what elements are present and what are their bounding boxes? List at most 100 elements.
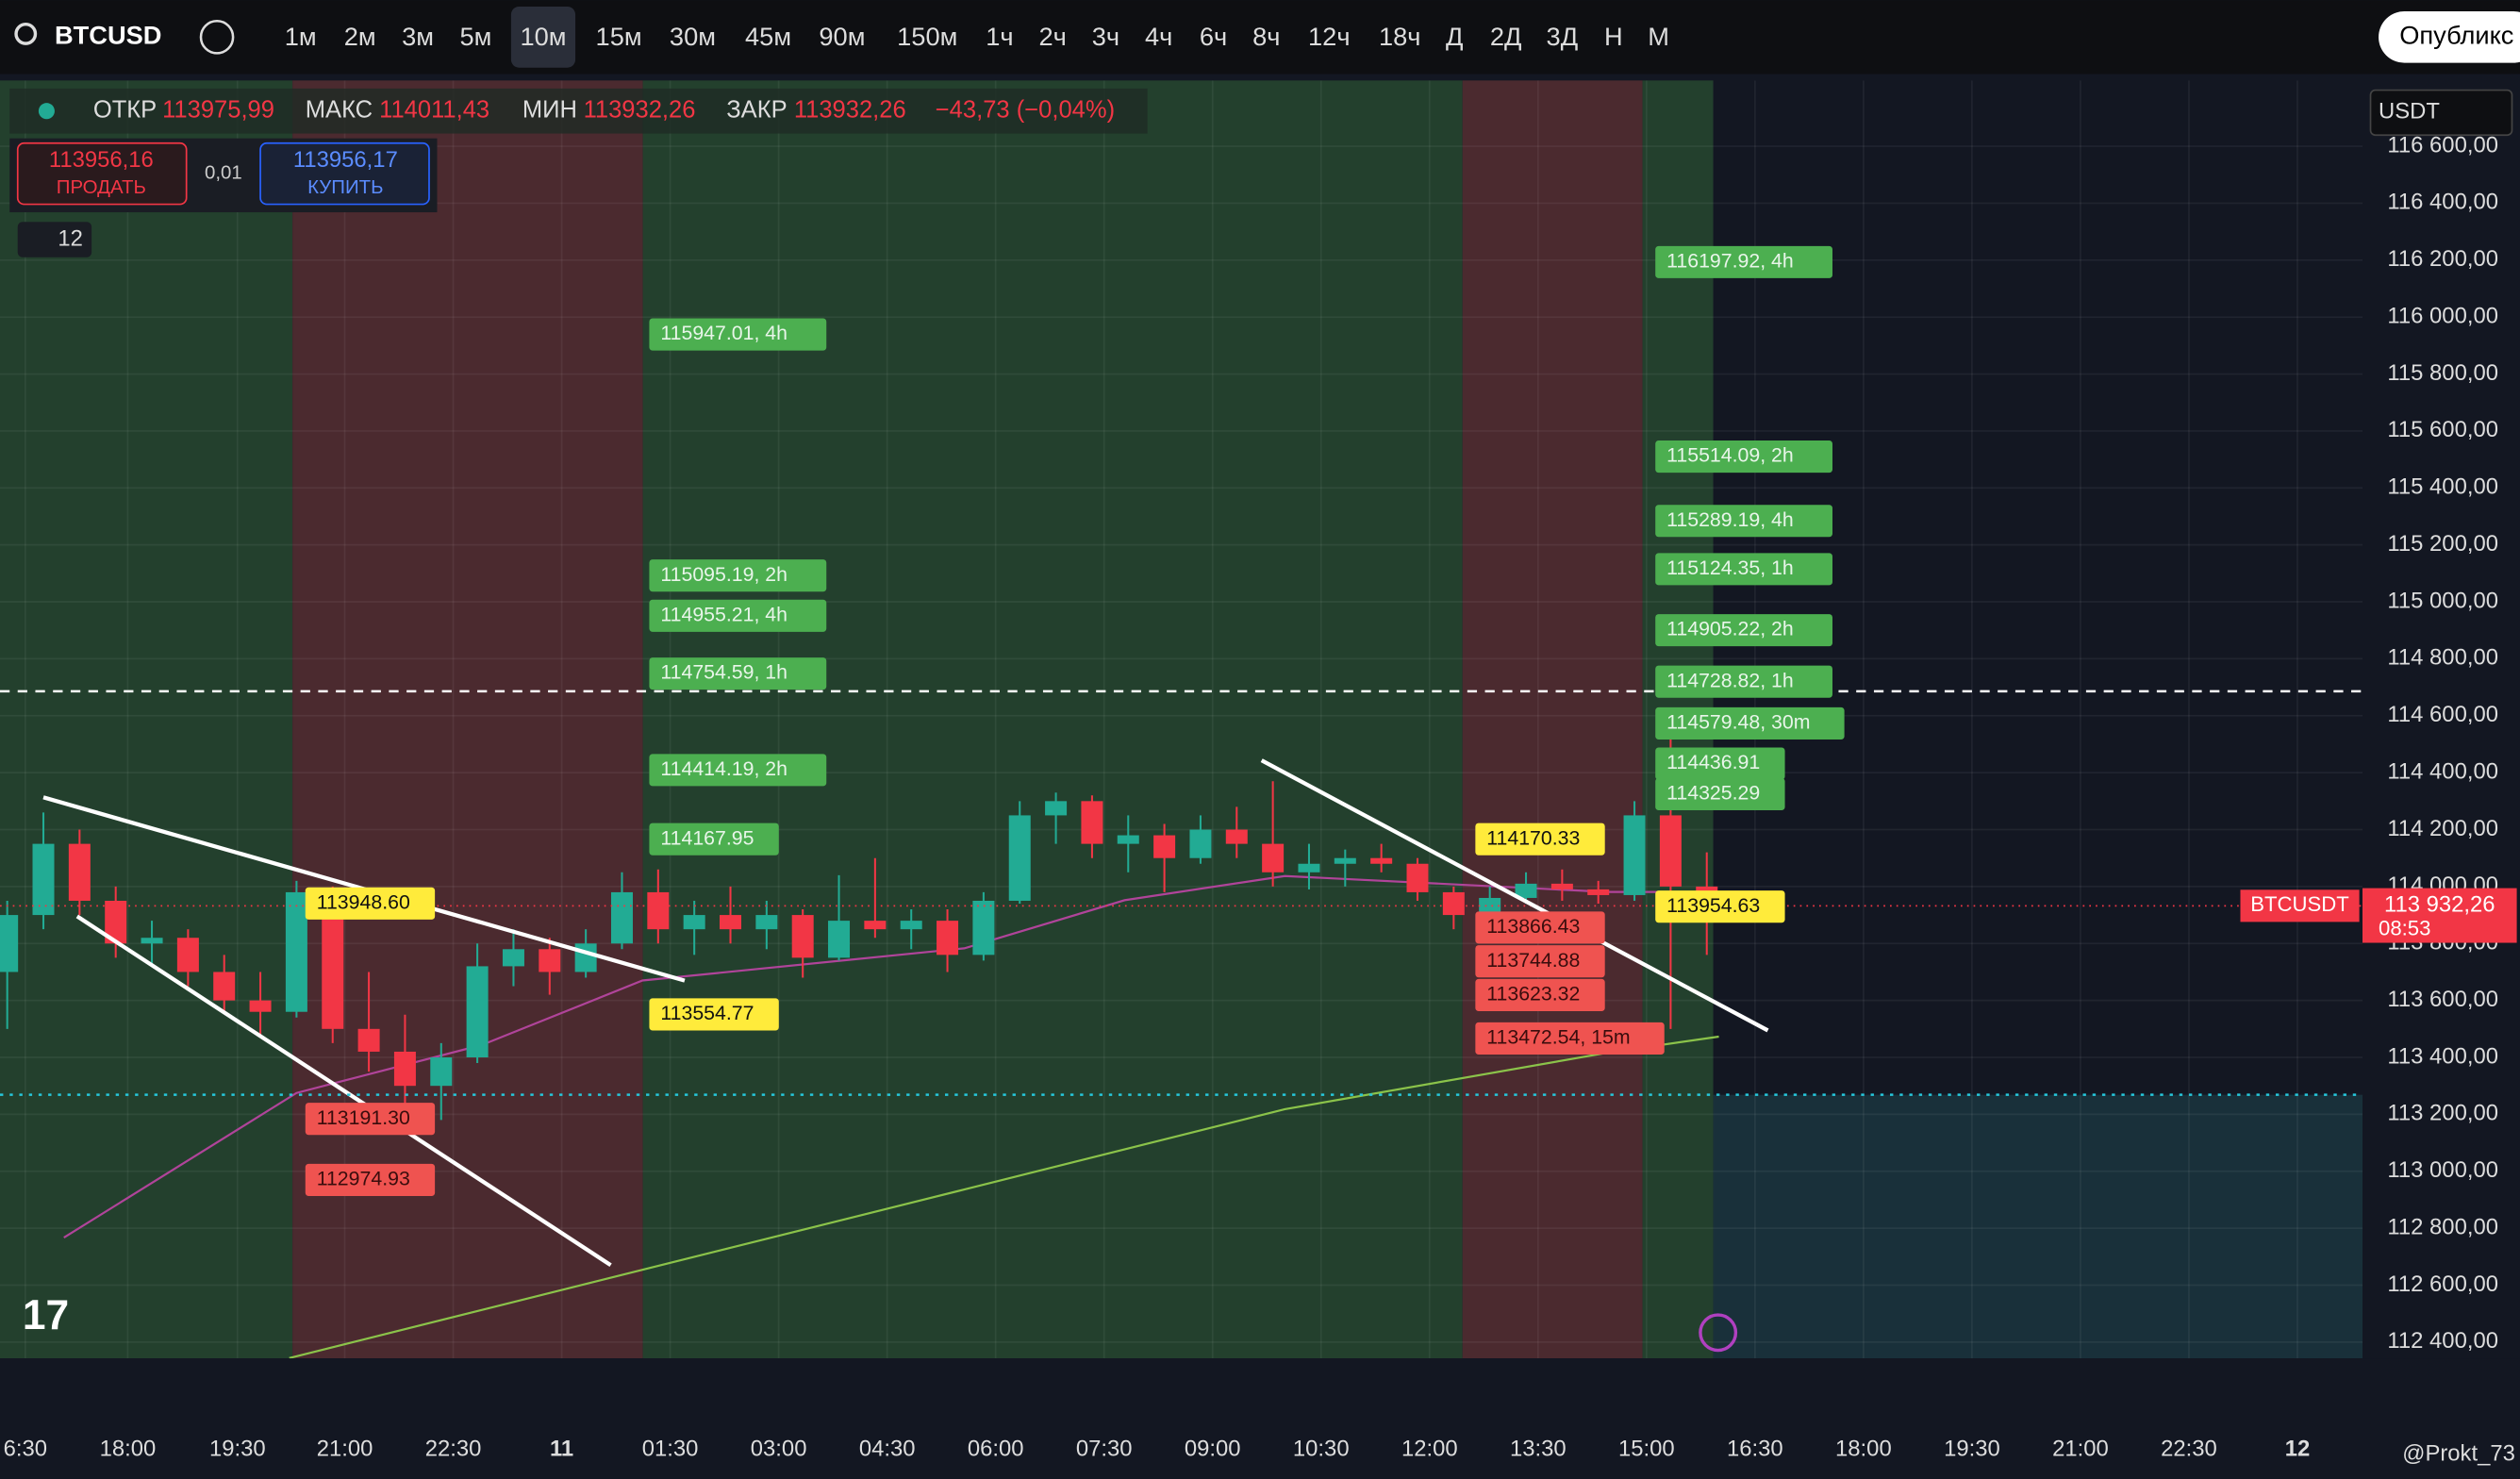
x-tick-label: 21:00	[317, 1437, 373, 1462]
candle-body	[1370, 857, 1393, 864]
interval-button[interactable]: М	[1648, 22, 1669, 51]
candle-body	[285, 891, 307, 1012]
candle-body	[249, 1000, 272, 1012]
buy-button[interactable]	[259, 141, 430, 206]
price-tag: 114325.29	[1666, 782, 1760, 805]
candle-body	[610, 891, 633, 944]
sell-button[interactable]	[16, 141, 188, 206]
interval-active[interactable]	[510, 6, 576, 68]
interval-button[interactable]: 10м	[520, 22, 566, 51]
interval-button[interactable]: 90м	[819, 22, 865, 51]
price-tag-box	[1475, 978, 1605, 1011]
interval-button[interactable]: 15м	[596, 22, 642, 51]
interval-button[interactable]: 1ч	[986, 22, 1013, 51]
buy-price[interactable]: 113956,17	[293, 147, 398, 173]
symbol[interactable]: BTCUSD	[55, 21, 162, 50]
legend-value: 113975,99	[162, 96, 274, 123]
price-tag: 114579.48, 30m	[1666, 711, 1810, 734]
price-tag-box	[1655, 777, 1785, 810]
candle-body	[720, 915, 742, 930]
x-tick-label: 01:30	[642, 1437, 699, 1462]
x-tick-label: 13:30	[1510, 1437, 1567, 1462]
publish-button[interactable]	[2379, 11, 2520, 63]
indicators-count[interactable]: 12	[58, 225, 83, 251]
legend-change: −43,73 (−0,04%)	[936, 96, 1115, 123]
candle-body	[213, 972, 236, 1001]
interval-button[interactable]: 8ч	[1252, 22, 1280, 51]
price-tag: 114905.22, 2h	[1666, 618, 1794, 640]
candle-body	[1008, 815, 1031, 901]
sessions	[0, 80, 2362, 1359]
candle-body	[176, 938, 199, 972]
x-tick-label: 11	[550, 1437, 573, 1462]
currency[interactable]: USDT	[2379, 99, 2440, 125]
interval-button[interactable]: 45м	[745, 22, 791, 51]
interval-button[interactable]: Д	[1446, 22, 1463, 51]
price-tag: 115289.19, 4h	[1666, 508, 1794, 531]
drawings	[0, 690, 2362, 1268]
price-tag-box	[1655, 440, 1832, 474]
search-icon[interactable]	[14, 22, 38, 45]
candle-body	[68, 843, 91, 901]
legend-label: ОТКР	[93, 96, 157, 123]
interval-button[interactable]: 2Д	[1490, 22, 1522, 51]
interval-button[interactable]: 3ч	[1092, 22, 1119, 51]
x-tick-label: 19:30	[209, 1437, 266, 1462]
logo: 17	[23, 1292, 69, 1338]
add-icon[interactable]	[199, 19, 235, 55]
interval-button[interactable]: 3м	[402, 22, 434, 51]
price-tag-box	[649, 559, 827, 592]
candle-body	[357, 1028, 380, 1052]
interval-button[interactable]: 12ч	[1308, 22, 1351, 51]
price-tag-box	[1655, 747, 1785, 780]
session-green	[642, 80, 1463, 1359]
price-tag: 113554.77	[660, 1002, 754, 1024]
publish-label[interactable]: Опубликс	[2399, 21, 2513, 50]
candle-body	[1298, 863, 1320, 872]
interval-button[interactable]: 30м	[670, 22, 716, 51]
currency-select[interactable]	[2369, 89, 2513, 137]
price-tag-box	[1475, 823, 1605, 856]
interval-button[interactable]: 3Д	[1547, 22, 1579, 51]
legend-value: 114011,43	[379, 96, 489, 123]
x-tick-label: 04:30	[859, 1437, 916, 1462]
price-tag: 114955.21, 4h	[660, 603, 788, 625]
indicators-toggle[interactable]	[17, 222, 92, 258]
y-tick-label: 114 800,00	[2387, 645, 2498, 671]
price-tag-box	[649, 318, 827, 351]
interval-button[interactable]: 1м	[285, 22, 317, 51]
interval-button[interactable]: 150м	[897, 22, 957, 51]
legend-bg	[9, 88, 1148, 134]
interval-button[interactable]: 4ч	[1145, 22, 1172, 51]
time-axis	[0, 1358, 2520, 1479]
interval-button[interactable]: 5м	[459, 22, 491, 51]
sell-price[interactable]: 113956,16	[49, 147, 154, 173]
candle-body	[1334, 857, 1356, 864]
price-tag-box	[649, 754, 827, 787]
y-tick-label: 113 400,00	[2387, 1043, 2498, 1069]
price-tag: 114167.95	[660, 826, 754, 849]
candle-body	[1081, 801, 1103, 844]
session-green	[0, 80, 293, 1359]
buy-label[interactable]: КУПИТЬ	[307, 176, 383, 198]
candle-body	[1045, 801, 1068, 816]
y-tick-label: 114 200,00	[2387, 816, 2498, 841]
candle-body	[1117, 835, 1139, 844]
toolbar	[0, 0, 2520, 75]
legend-label: ЗАКР	[726, 96, 787, 123]
last-price-label: 113 932,26	[2384, 892, 2495, 918]
interval-button[interactable]: 6ч	[1200, 22, 1227, 51]
interval-button[interactable]: 2м	[344, 22, 376, 51]
price-tag-box	[1655, 890, 1785, 923]
interval-button[interactable]: 18ч	[1379, 22, 1421, 51]
candle-body	[141, 938, 163, 944]
candle-body	[32, 843, 55, 916]
interval-button[interactable]: 2ч	[1038, 22, 1066, 51]
sell-label[interactable]: ПРОДАТЬ	[57, 176, 146, 198]
x-tick-label: 15:00	[1618, 1437, 1675, 1462]
candle-body	[1406, 863, 1429, 892]
alert-icon[interactable]	[1699, 1313, 1738, 1353]
interval-button[interactable]: Н	[1604, 22, 1623, 51]
x-tick-label: 6:30	[4, 1437, 47, 1462]
y-tick-label: 113 600,00	[2387, 987, 2498, 1012]
